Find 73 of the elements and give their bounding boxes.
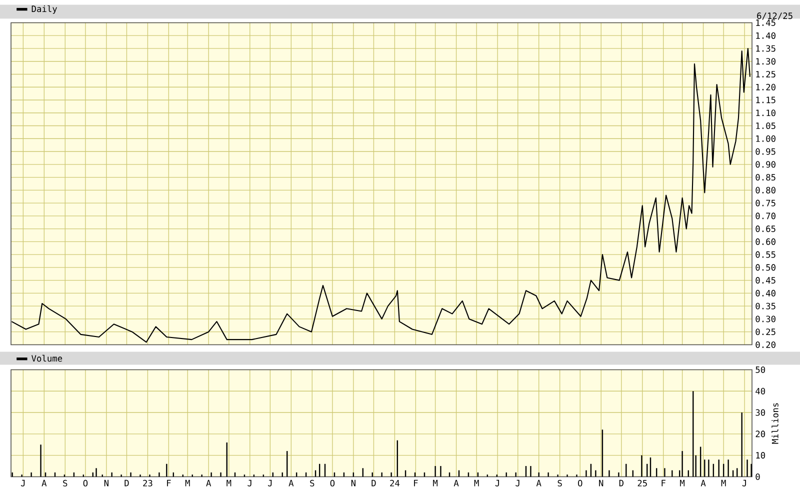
y-tick-label: 30 (756, 409, 766, 416)
y-tick-label: 1.45 (756, 20, 776, 26)
y-tick-label: 0.30 (756, 316, 776, 322)
y-tick-label: 0.55 (756, 251, 776, 258)
legend-label: Daily (32, 5, 58, 14)
x-tick-label: D (372, 480, 376, 486)
line-series (11, 48, 751, 343)
y-tick-label: 40 (756, 388, 766, 395)
y-tick-label: 0.90 (756, 161, 776, 168)
y-tick-label: 0.70 (756, 212, 776, 220)
x-tick-label: O (330, 480, 335, 487)
x-tick-label: 23 (143, 480, 152, 487)
y-tick-label: 0.45 (756, 277, 776, 284)
x-tick-label: S (310, 480, 314, 487)
y-tick-label: 1.25 (756, 71, 776, 78)
y-tick-label: 0.95 (756, 148, 776, 155)
x-tick-label: F (662, 480, 666, 486)
y-tick-label: 1.40 (756, 32, 776, 40)
text: 6/12/25 (757, 12, 792, 20)
y-tick-label: 1.10 (756, 110, 776, 116)
x-tick-label: M (433, 480, 438, 486)
x-tick-label: S (63, 480, 68, 487)
x-tick-label: J (21, 480, 25, 486)
x-tick-label: O (578, 480, 582, 487)
x-tick-label: J (495, 480, 499, 486)
x-tick-label: A (288, 480, 294, 486)
x-tick-label: F (167, 480, 171, 486)
x-tick-label: O (83, 480, 88, 487)
x-tick-label: N (599, 480, 604, 486)
y-tick-label: 1.00 (756, 136, 776, 142)
x-tick-label: M (474, 480, 479, 486)
y-tick-label: 10 (756, 452, 766, 459)
x-tick-label: D (124, 480, 129, 486)
y-tick-label: 1.05 (756, 122, 776, 130)
x-tick-label: D (619, 480, 624, 486)
y-tick-label: 0.85 (756, 174, 776, 181)
x-tick-label: F (414, 480, 418, 486)
y-tick-label: 50 (756, 366, 766, 374)
y-tick-label: 0.60 (756, 238, 776, 246)
y-axis-title: Millions (772, 403, 778, 444)
x-tick-label: A (206, 480, 212, 486)
x-tick-label: J (516, 480, 520, 486)
x-tick-label: J (742, 480, 746, 486)
y-tick-label: 0.65 (756, 226, 776, 232)
y-tick-label: 20 (756, 430, 766, 438)
y-tick-label: 1.35 (756, 45, 776, 52)
x-tick-label: M (185, 480, 190, 486)
y-tick-label: 0.35 (756, 302, 776, 310)
x-tick-label: J (268, 480, 272, 486)
x-tick-label: 24 (390, 480, 400, 486)
x-tick-label: M (721, 480, 726, 486)
x-tick-label: A (42, 480, 47, 486)
y-tick-label: 1.20 (756, 84, 776, 91)
x-tick-label: N (104, 480, 108, 486)
y-tick-label: 0.80 (756, 187, 776, 194)
y-tick-label: 0.20 (756, 342, 776, 348)
x-tick-label: 25 (638, 480, 647, 487)
x-tick-label: M (226, 480, 232, 486)
x-tick-label: S (558, 480, 562, 487)
x-tick-label: A (454, 480, 459, 486)
x-tick-label: J (248, 480, 252, 486)
y-tick-label: 0.50 (756, 264, 776, 271)
x-tick-label: M (680, 480, 685, 486)
y-tick-label: 1.30 (756, 58, 776, 65)
y-tick-label: 1.15 (756, 96, 776, 104)
x-tick-label: N (351, 480, 356, 486)
x-tick-label: A (700, 480, 706, 486)
x-tick-label: A (536, 480, 542, 486)
y-tick-label: 0.75 (756, 200, 776, 206)
y-tick-label: 0 (756, 474, 760, 480)
y-tick-label: 0.25 (756, 328, 776, 336)
y-tick-label: 0.40 (756, 290, 776, 297)
legend-label: Volume (32, 355, 62, 362)
